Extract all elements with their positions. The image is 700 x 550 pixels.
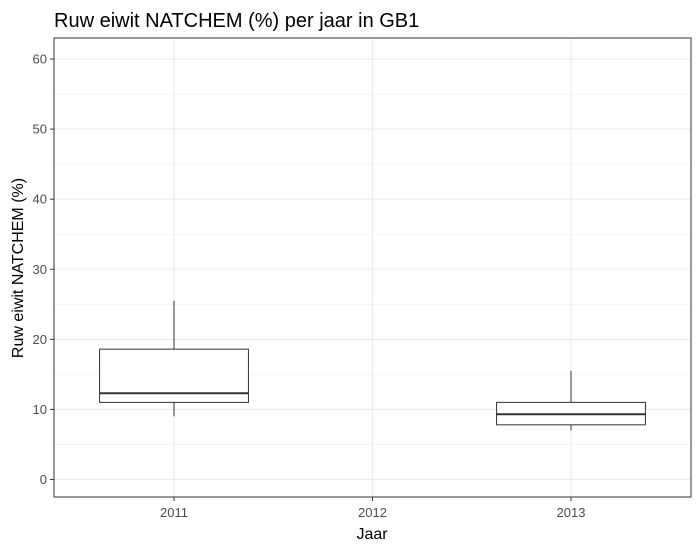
box-2013 [496, 370, 646, 431]
x-axis: 2011 2012 2013 [160, 497, 585, 520]
box-2011 [99, 300, 249, 417]
y-tick-label: 10 [33, 402, 47, 417]
y-tick-label: 20 [33, 332, 47, 347]
y-axis: 0 10 20 30 40 50 60 [33, 52, 54, 487]
boxes [99, 300, 646, 431]
chart-title: Ruw eiwit NATCHEM (%) per jaar in GB1 [54, 10, 419, 32]
y-tick-label: 50 [33, 122, 47, 137]
x-axis-title: Jaar [356, 526, 388, 543]
grid [54, 38, 691, 497]
x-tick-label: 2012 [358, 505, 387, 520]
box-rect [99, 348, 249, 403]
x-tick-label: 2011 [160, 505, 188, 520]
y-tick-label: 30 [33, 262, 47, 277]
y-tick-label: 60 [33, 52, 47, 67]
x-tick-label: 2013 [557, 505, 586, 520]
y-tick-label: 0 [40, 472, 47, 487]
y-axis-title: Ruw eiwit NATCHEM (%) [10, 178, 27, 358]
y-tick-label: 40 [33, 192, 47, 207]
